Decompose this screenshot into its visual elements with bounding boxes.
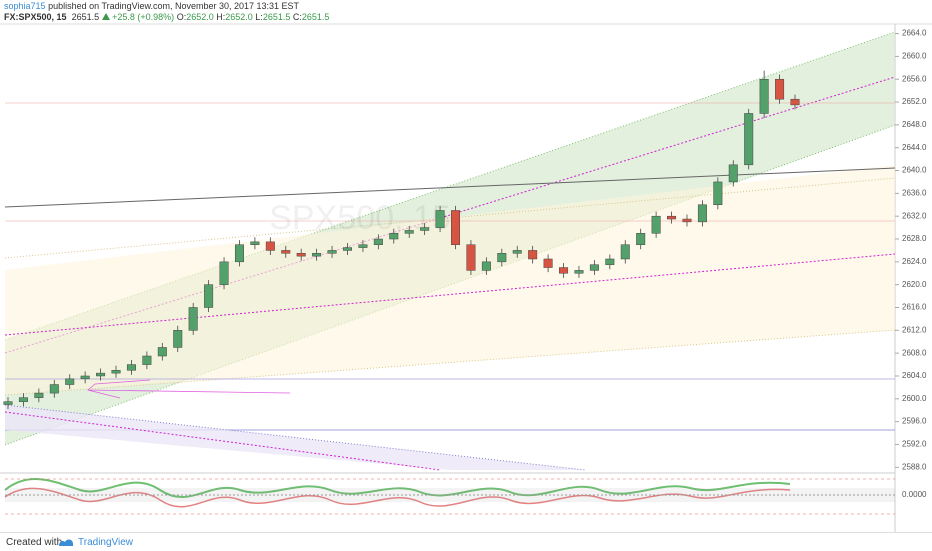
candle-body [543,258,553,268]
y-tick-label: 2636.0 [902,188,927,197]
candle-body [80,375,90,380]
candle-body [420,227,430,231]
candle-body [528,250,538,260]
candle-body [157,347,167,357]
candle-body [281,250,291,254]
candle-body [296,253,306,257]
candle-body [18,397,28,402]
logo [59,539,73,546]
y-tick-label: 2644.0 [902,143,927,152]
y-tick-label: 2628.0 [902,234,927,243]
indicator-tick-label: 0.0000 [902,490,927,499]
candle-body [188,307,198,331]
candle-body [250,241,260,245]
candle-body [466,244,476,271]
o: 2652.0 [186,12,214,22]
candle-body [65,378,75,385]
y-tick-label: 2632.0 [902,211,927,220]
candle-body [759,78,769,114]
y-tick-label: 2656.0 [902,74,927,83]
y-tick-label: 2664.0 [902,29,927,38]
candle-body [682,218,692,223]
y-tick-label: 2648.0 [902,120,927,129]
l: 2651.5 [262,12,291,22]
y-tick-label: 2588.0 [902,462,927,471]
y-tick-label: 2612.0 [902,325,927,334]
created-with: Created with [6,537,63,548]
h: 2652.0 [225,12,253,22]
candle-body [234,244,244,263]
candle-body [790,98,800,106]
candle-body [312,253,322,257]
candle-body [34,392,44,398]
brand[interactable]: TradingView [78,537,134,548]
symbol: FX:SPX500, 15 [4,12,67,22]
candle-body [49,384,59,394]
candle-body [559,267,569,274]
y-tick-label: 2596.0 [902,417,927,426]
candle-body [126,364,136,371]
user[interactable]: sophia715 [4,1,46,11]
candle-body [667,215,677,220]
y-tick-label: 2624.0 [902,257,927,266]
change: +25.8 (+0.98%) [112,12,175,22]
drawings [0,23,932,532]
candle-body [636,233,646,245]
candle-body [404,230,414,234]
y-tick-label: 2604.0 [902,371,927,380]
candle-body [605,258,615,265]
y-tick-label: 2600.0 [902,394,927,403]
y-tick-label: 2652.0 [902,97,927,106]
y-tick-label: 2608.0 [902,348,927,357]
candle-body [219,261,229,285]
candle-body [589,264,599,271]
y-tick-label: 2616.0 [902,303,927,312]
y-tick-label: 2592.0 [902,440,927,449]
candle-body [173,330,183,348]
candle-body [775,78,785,100]
candle-body [96,372,106,377]
chart: SPX500, 15 0.0000 2588.0 2592.0 2596.0 2600… [0,23,932,532]
candle-body [497,253,507,263]
candle-body [342,247,352,251]
l-label: L: [255,12,263,22]
candle-body [142,355,152,365]
c: 2651.5 [301,12,330,22]
candle-body [111,370,121,374]
published: published on TradingView.com, November 3… [48,1,300,11]
up-arrow [101,13,110,20]
candle-body [574,270,584,274]
y-tick-label: 2620.0 [902,280,927,289]
candle-body [651,215,661,234]
y-tick-label: 2640.0 [902,166,927,175]
watermark: SPX500, 15 [269,199,450,237]
candle-body [744,113,754,166]
h-label: H: [216,12,226,22]
candle-body [373,238,383,245]
candle-body [389,233,399,240]
candle-body [512,250,522,254]
candle-body [327,250,337,254]
candle-body [620,244,630,260]
candle-body [3,401,13,405]
candle-body [728,164,738,183]
candle-body [451,210,461,245]
candle-body [697,204,707,223]
footer: Created with TradingView [0,532,932,551]
y-tick-label: 2660.0 [902,51,927,60]
last: 2651.5 [71,12,100,22]
header: sophia715 published on TradingView.com, … [4,1,329,23]
c-label: C: [292,12,302,22]
candle-body [204,284,214,308]
candle-body [358,244,368,248]
o-label: O: [176,12,187,22]
candle-body [265,241,275,251]
candle-body [481,261,491,271]
candle-body [435,210,445,228]
candle-body [713,181,723,206]
